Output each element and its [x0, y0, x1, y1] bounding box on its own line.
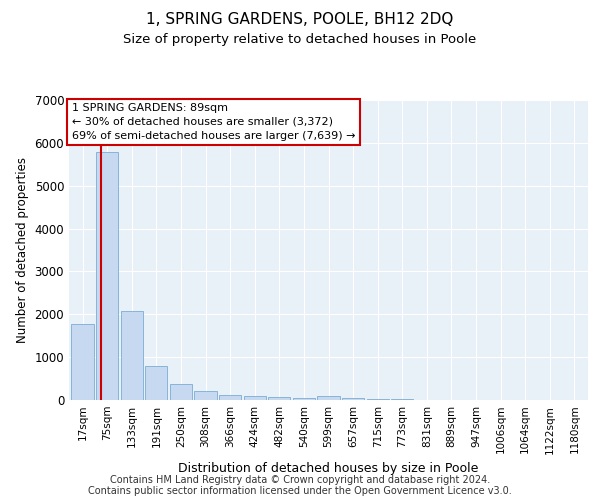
Bar: [244, 396, 266, 400]
Text: Contains public sector information licensed under the Open Government Licence v3: Contains public sector information licen…: [88, 486, 512, 496]
Text: 1, SPRING GARDENS, POOLE, BH12 2DQ: 1, SPRING GARDENS, POOLE, BH12 2DQ: [146, 12, 454, 28]
Bar: [367, 398, 389, 400]
Bar: [317, 396, 340, 400]
Text: 1 SPRING GARDENS: 89sqm
← 30% of detached houses are smaller (3,372)
69% of semi: 1 SPRING GARDENS: 89sqm ← 30% of detache…: [71, 103, 355, 141]
Bar: [293, 398, 315, 400]
Text: Contains HM Land Registry data © Crown copyright and database right 2024.: Contains HM Land Registry data © Crown c…: [110, 475, 490, 485]
Bar: [268, 397, 290, 400]
Bar: [71, 324, 94, 400]
Bar: [219, 396, 241, 400]
Bar: [194, 391, 217, 400]
Bar: [170, 384, 192, 400]
Bar: [121, 311, 143, 400]
X-axis label: Distribution of detached houses by size in Poole: Distribution of detached houses by size …: [178, 462, 479, 475]
Bar: [145, 366, 167, 400]
Text: Size of property relative to detached houses in Poole: Size of property relative to detached ho…: [124, 32, 476, 46]
Bar: [342, 398, 364, 400]
Bar: [96, 152, 118, 400]
Y-axis label: Number of detached properties: Number of detached properties: [16, 157, 29, 343]
